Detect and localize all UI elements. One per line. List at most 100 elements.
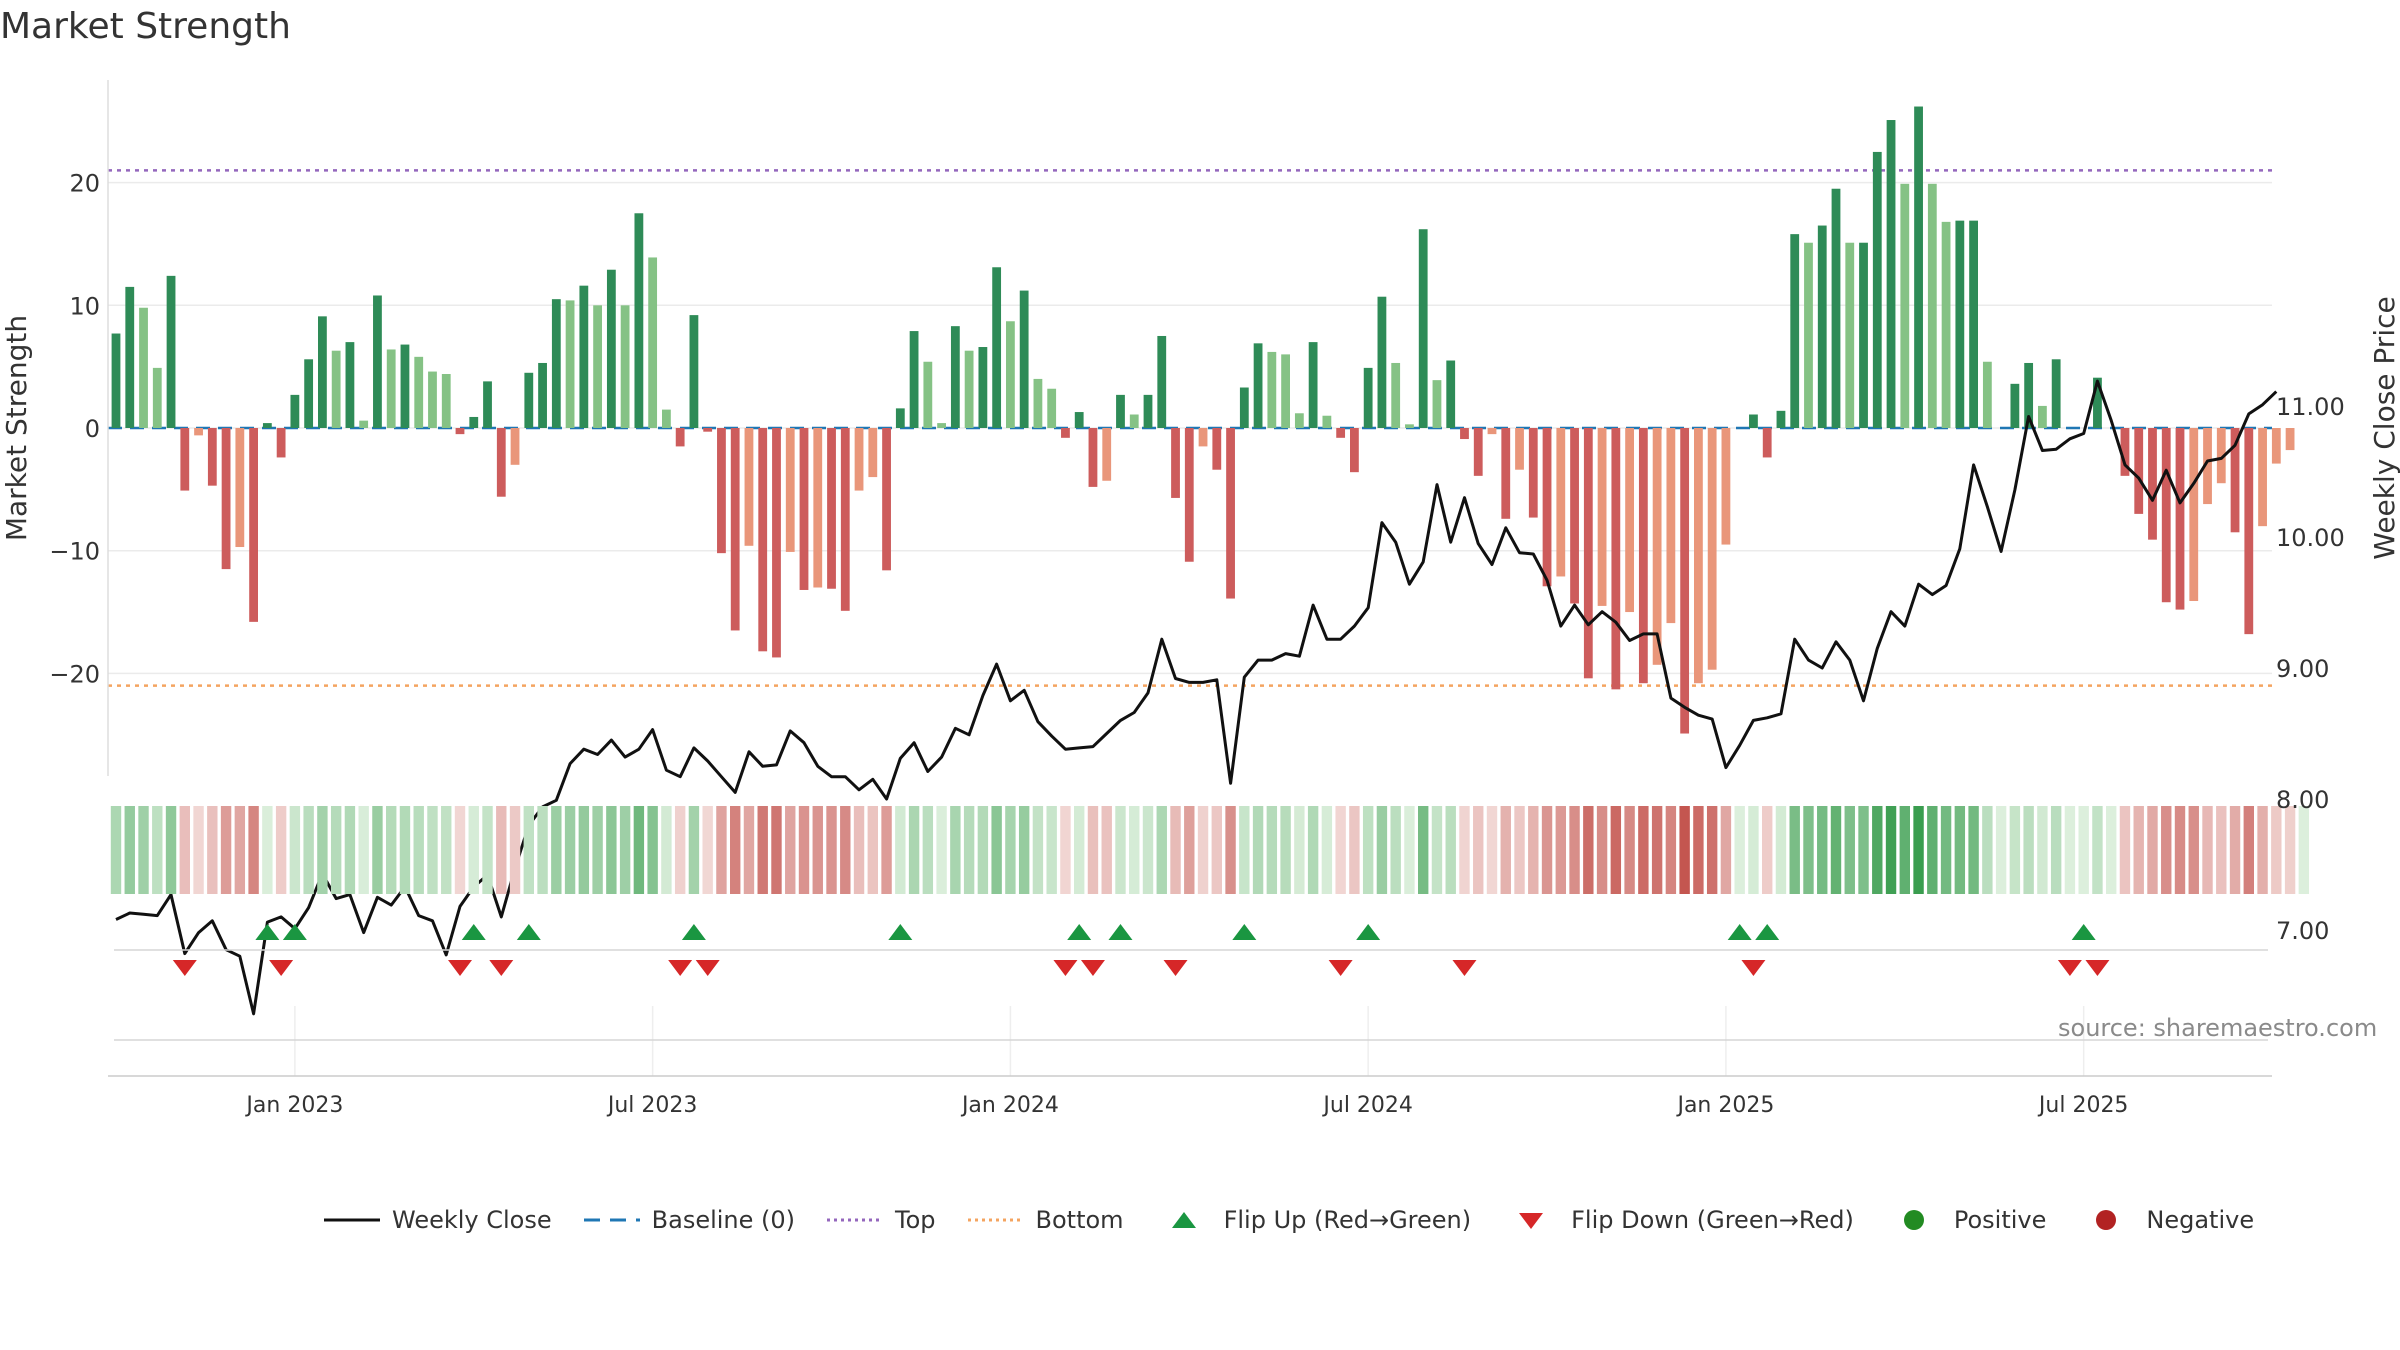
legend-flip-down[interactable]: Flip Down (Green→Red) [1499,1206,1854,1234]
strength-bar [441,374,451,428]
heat-cell [908,806,920,894]
heat-cell [138,806,149,894]
strength-bar [359,420,369,428]
heat-cell [2106,806,2117,894]
legend-positive[interactable]: Positive [1882,1206,2046,1234]
heat-cell [702,806,713,894]
strength-bar [1845,242,1855,428]
flip-up-marker [1232,924,1257,940]
strength-bar [1776,410,1786,428]
heat-cell [454,806,466,894]
legend-top[interactable]: Top [823,1206,936,1234]
heat-cell [1362,806,1374,894]
strength-bar [1762,428,1772,458]
heat-cell [2257,806,2268,894]
heat-cell [1032,806,1044,894]
heat-cell [509,806,521,894]
heat-cell [647,806,658,894]
heat-cell [1803,806,1814,894]
strength-bar [923,361,933,428]
heat-cell [551,806,562,894]
strength-bar [1418,229,1428,428]
strength-bar [1638,428,1648,684]
heat-cell [1775,806,1787,894]
heat-strip [110,806,2310,894]
weekly-close-line [115,379,2278,1016]
strength-bar [1666,428,1676,624]
flip-down-marker [695,960,720,976]
heat-cell [386,806,397,894]
strength-bar [2258,428,2267,527]
strength-bar [1515,428,1524,470]
strength-bar [565,300,575,428]
strength-bar [785,428,795,552]
flip-down-marker [2085,960,2110,976]
strength-bar [1790,234,1800,428]
heat-cell [757,806,768,894]
flip-up-marker [888,924,913,940]
heat-cell [1789,806,1800,894]
heat-cell [1596,806,1608,894]
strength-bar [1528,428,1538,518]
heat-cell [1899,806,1910,894]
heat-cell [1555,806,1566,894]
heat-cell [372,806,383,894]
flip-up-marker [1727,924,1752,940]
heat-cell [2202,806,2213,894]
flip-up-marker [282,924,307,940]
strength-bar [1336,428,1346,438]
strength-bar [221,428,231,570]
y-left-axis-title: Market Strength [0,315,33,541]
strength-bar [1611,428,1621,690]
heat-cell [1982,806,1993,894]
strength-bar [139,307,148,428]
heat-cell [262,806,273,894]
flip-down-marker [1163,960,1188,976]
strength-bar [538,362,547,428]
legend-label: Bottom [1035,1206,1124,1234]
strength-bar [2120,428,2130,476]
heat-cell [413,806,424,894]
legend-bottom[interactable]: Bottom [964,1206,1124,1234]
legend-flip-up[interactable]: Flip Up (Red→Green) [1152,1206,1471,1234]
heat-cell [1569,806,1580,894]
strength-bar [235,428,245,548]
heat-cell [1074,806,1085,894]
heat-cell [468,806,479,894]
weekly-close-line-icon [320,1208,384,1232]
strength-bar [194,428,203,436]
legend-label: Weekly Close [392,1206,552,1234]
heat-cell [867,806,878,894]
strength-bar [1350,428,1359,473]
heat-cell [2161,806,2172,894]
heat-cell [1762,806,1773,894]
heat-cell [1307,806,1319,894]
strength-bar [551,299,561,428]
strength-bar [1102,428,1112,481]
flip-down-marker [2057,960,2082,976]
y-right-tick-label: 8.00 [2276,786,2329,814]
triangle-up-icon [1152,1208,1216,1232]
strength-bar [799,428,809,590]
strength-bar [1267,351,1277,428]
strength-bar [400,344,410,428]
legend-weekly-close[interactable]: Weekly Close [320,1206,552,1234]
heat-cell [2216,806,2227,894]
source-note: source: sharemaestro.com [2058,1014,2378,1042]
heat-cell [716,806,727,894]
heat-cell [1610,806,1622,894]
heat-cell [110,806,122,894]
legend-negative[interactable]: Negative [2074,1206,2254,1234]
triangle-down-icon [1499,1208,1563,1232]
strength-bar [1281,354,1290,428]
x-tick-label: Jul 2023 [606,1093,698,1118]
heat-cell [840,806,851,894]
strength-bar [1143,394,1153,428]
heat-cell [2284,806,2296,894]
flip-down-marker [489,960,514,976]
heat-cell [1418,806,1429,894]
legend-baseline[interactable]: Baseline (0) [580,1206,795,1234]
strength-bar [2285,428,2295,451]
heat-cell [661,806,672,894]
strength-bar [662,409,671,428]
